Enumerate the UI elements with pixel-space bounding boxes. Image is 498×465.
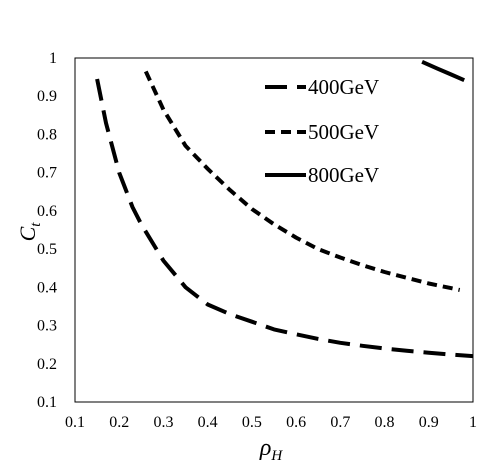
y-tick-label: 0.7 <box>37 165 57 182</box>
x-axis-label-main: ρ <box>259 435 272 461</box>
x-tick-label: 0.1 <box>65 414 85 431</box>
x-tick-label: 0.5 <box>242 414 262 431</box>
y-axis-label: Ct <box>15 222 44 242</box>
y-axis-label-main: C <box>15 226 40 241</box>
legend-label: 800GeV <box>308 163 379 187</box>
y-tick-label: 0.9 <box>37 88 57 105</box>
y-tick-label: 0.1 <box>37 394 57 411</box>
y-tick-label: 0.6 <box>37 203 57 220</box>
x-axis-label: ρH <box>259 435 284 464</box>
legend: 400GeV 500GeV 800GeV <box>265 75 379 187</box>
series-line-500GeV <box>143 70 461 292</box>
y-axis-label-sub: t <box>28 222 44 227</box>
y-tick-label: 0.3 <box>37 318 57 335</box>
x-tick-label: 0.6 <box>286 414 306 431</box>
x-tick-label: 0.3 <box>153 414 173 431</box>
x-tick-label: 0.2 <box>109 414 129 431</box>
plot-area-frame <box>74 57 474 403</box>
series-line-400GeV <box>95 78 474 359</box>
x-tick-label: 0.7 <box>330 414 350 431</box>
series-line-800GeV <box>421 59 465 83</box>
y-tick-label: 0.4 <box>37 279 57 296</box>
x-tick-label: 0.8 <box>375 414 395 431</box>
x-axis-ticks: 0.1 0.2 0.3 0.4 0.5 0.6 0.7 0.8 0.9 1 <box>65 414 477 431</box>
y-tick-label: 0.2 <box>37 356 57 373</box>
y-tick-label: 0.5 <box>37 241 57 258</box>
y-tick-label: 0.8 <box>37 126 57 143</box>
series-layer <box>95 59 474 359</box>
x-tick-label: 0.4 <box>198 414 218 431</box>
x-tick-label: 1 <box>469 414 477 431</box>
legend-label: 500GeV <box>308 120 379 144</box>
x-tick-label: 0.9 <box>419 414 439 431</box>
y-axis-ticks: 0.1 0.2 0.3 0.4 0.5 0.6 0.7 0.8 0.9 1 <box>37 50 57 411</box>
x-axis-label-sub: H <box>270 448 283 464</box>
legend-label: 400GeV <box>308 75 379 99</box>
y-tick-label: 1 <box>49 50 57 67</box>
